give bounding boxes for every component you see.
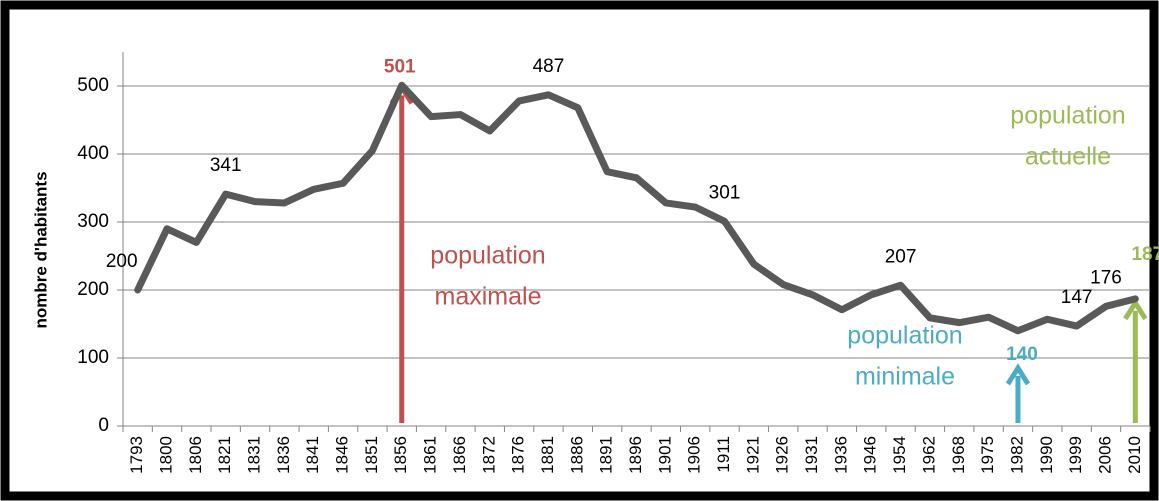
x-tick-label: 1921 <box>743 436 762 474</box>
data-label: 487 <box>533 56 565 77</box>
y-tick-label: 400 <box>77 143 109 164</box>
x-tick-label: 1982 <box>1007 436 1026 474</box>
arrow-head <box>1123 298 1148 321</box>
y-tick-label: 0 <box>98 415 109 436</box>
x-tick-label: 1901 <box>655 436 674 474</box>
x-tick-label: 1968 <box>949 436 968 474</box>
x-tick-label: 1999 <box>1066 436 1085 474</box>
data-label: 200 <box>106 251 138 272</box>
arrow-head <box>1005 363 1031 386</box>
annotation: minimale <box>855 363 955 391</box>
data-label: 176 <box>1090 267 1122 288</box>
x-tick-label: 1891 <box>597 436 616 474</box>
annotation: population <box>430 242 545 270</box>
series-line <box>134 81 1139 335</box>
annotation: maximale <box>435 283 542 311</box>
x-tick-label: 1866 <box>450 436 469 474</box>
x-tick-label: 1821 <box>215 436 234 474</box>
x-tick-label: 1836 <box>274 436 293 474</box>
x-tick-label: 2010 <box>1125 436 1144 474</box>
data-label: 301 <box>709 182 741 203</box>
y-axis-label: nombre d'habitants <box>31 171 50 328</box>
y-tick-label: 300 <box>77 211 109 232</box>
annotation: actuelle <box>1025 143 1111 171</box>
data-label: 140 <box>1006 344 1038 365</box>
x-tick-label: 1911 <box>714 436 733 473</box>
y-tick-label: 100 <box>77 347 109 368</box>
x-tick-label: 1936 <box>831 436 850 474</box>
data-label: 187 <box>1131 244 1159 265</box>
x-tick-label: 1975 <box>978 436 997 474</box>
data-label: 341 <box>210 155 242 176</box>
x-tick-label: 1861 <box>421 436 440 474</box>
annotation: population <box>847 322 962 350</box>
x-tick-label: 1990 <box>1037 436 1056 474</box>
data-label: 501 <box>384 56 416 77</box>
x-tick-label: 1881 <box>538 436 557 474</box>
x-tick-label: 1872 <box>479 436 498 474</box>
x-tick-label: 1806 <box>186 436 205 474</box>
x-tick-label: 2006 <box>1095 436 1114 474</box>
x-tick-label: 1876 <box>509 436 528 474</box>
annotation: population <box>1010 102 1125 130</box>
x-tick-label: 1896 <box>626 436 645 474</box>
x-tick-label: 1926 <box>773 436 792 474</box>
y-tick-label: 200 <box>77 279 109 300</box>
x-tick-label: 1886 <box>567 436 586 474</box>
x-tick-label: 1800 <box>156 436 175 474</box>
x-tick-label: 1846 <box>333 436 352 474</box>
data-label: 207 <box>885 246 917 267</box>
y-tick-label: 500 <box>77 75 109 96</box>
data-label: 147 <box>1061 287 1093 308</box>
x-tick-label: 1954 <box>890 436 909 474</box>
x-tick-label: 1851 <box>362 436 381 474</box>
x-tick-label: 1962 <box>919 436 938 474</box>
x-tick-label: 1831 <box>245 436 264 474</box>
x-tick-label: 1931 <box>802 436 821 474</box>
x-tick-label: 1856 <box>391 436 410 474</box>
x-tick-label: 1793 <box>127 436 146 474</box>
x-tick-label: 1841 <box>303 436 322 474</box>
x-tick-label: 1906 <box>685 436 704 474</box>
x-tick-label: 1946 <box>861 436 880 474</box>
